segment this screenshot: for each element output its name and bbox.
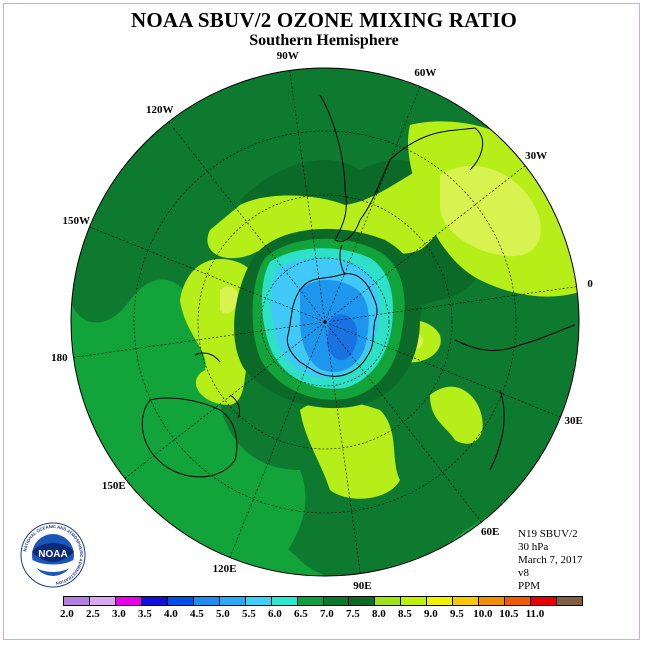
graticule <box>73 70 577 574</box>
longitude-label-30w: 30W <box>525 150 548 162</box>
colorbar-segment <box>323 597 350 605</box>
colorbar-segment <box>219 597 246 605</box>
longitude-label-120e: 120E <box>212 563 237 576</box>
ozone-field <box>71 68 579 576</box>
colorbar-segment <box>349 597 376 605</box>
info-block: N19 SBUV/2 30 hPa March 7, 2017 v8 PPM <box>518 528 582 593</box>
latitude-circle-2 <box>197 194 453 450</box>
colorbar-tick-label: 2.0 <box>60 608 74 620</box>
colorbar-segment <box>89 597 116 605</box>
longitude-label-30e: 30E <box>564 415 583 428</box>
figure-frame <box>3 3 640 640</box>
colorbar-tick-label: 7.0 <box>320 608 334 620</box>
longitude-label-60e: 60E <box>480 526 500 539</box>
longitude-label-180: 180 <box>51 352 68 365</box>
new-zealand-coast <box>194 352 241 419</box>
latitude-circle-3 <box>133 130 517 514</box>
map-subtitle: Southern Hemisphere <box>249 32 399 49</box>
field-8.0-left-small <box>220 286 239 314</box>
colorbar-tick-label: 8.0 <box>372 608 386 620</box>
latitude-circle-1 <box>260 257 390 387</box>
colorbar-tick-label: 7.5 <box>346 608 360 620</box>
longitude-label-0: 0 <box>587 277 593 290</box>
colorbar-tick-label: 4.0 <box>164 608 178 620</box>
colorbar-segment <box>479 597 506 605</box>
info-level: 30 hPa <box>518 541 549 553</box>
info-units: PPM <box>518 580 541 592</box>
noaa-logo: NATIONAL OCEANIC AND ATMOSPHERIC ADMINIS… <box>20 522 86 588</box>
longitude-label-120w: 120W <box>146 103 174 116</box>
colorbar-segment <box>505 597 532 605</box>
colorbar-ticks: 2.0 2.5 3.0 3.5 4.0 4.5 5.0 5.5 6.0 6.5 7.0 7.5 8.0 8… <box>60 607 583 621</box>
colorbar-tick-label: 5.5 <box>242 608 256 620</box>
colorbar-tick-label: 3.5 <box>138 608 152 620</box>
colorbar-tick-label: 8.5 <box>398 608 412 620</box>
coastlines <box>141 94 576 478</box>
longitude-label-150e: 150E <box>101 479 126 492</box>
field-8.0-upper-right <box>440 165 541 257</box>
info-date: March 7, 2017 <box>518 554 583 566</box>
colorbar-segment <box>297 597 324 605</box>
colorbar-segment <box>531 597 558 605</box>
colorbar-tick-label: 2.5 <box>86 608 100 620</box>
field-7.5-ring <box>207 160 451 259</box>
colorbar-segment <box>427 597 454 605</box>
colorbar-segment <box>141 597 168 605</box>
colorbar-tick-label: 5.0 <box>216 608 230 620</box>
colorbar-tick-label: 4.5 <box>190 608 204 620</box>
colorbar-tick-label: 10.0 <box>473 608 493 620</box>
colorbar-tick-label: 3.0 <box>112 608 126 620</box>
africa-coast <box>454 324 576 471</box>
antarctica-coast <box>286 273 378 377</box>
south-america-coast <box>319 94 484 242</box>
field-4.5-inner <box>326 314 358 361</box>
colorbar-tick-label: 6.0 <box>268 608 282 620</box>
colorbar-tick-label: 11.0 <box>525 608 545 620</box>
colorbar-segment <box>245 597 272 605</box>
longitude-label-60w: 60W <box>414 66 437 79</box>
field-7.5-lower-right <box>430 386 483 444</box>
info-version: v8 <box>518 567 529 579</box>
colorbar-segment <box>375 597 402 605</box>
colorbar-segment <box>401 597 428 605</box>
colorbar-segment <box>557 597 583 605</box>
colorbar-segment <box>271 597 298 605</box>
colorbar-segment <box>64 597 90 605</box>
info-satellite: N19 SBUV/2 <box>518 528 578 540</box>
colorbar-tick-label: 9.5 <box>450 608 464 620</box>
field-7.5-lower-middle <box>300 400 400 499</box>
colorbar <box>63 596 583 606</box>
logo-text: NOAA <box>38 549 67 560</box>
colorbar-tick-label: 6.5 <box>294 608 308 620</box>
map-title: NOAA SBUV/2 OZONE MIXING RATIO <box>131 8 517 32</box>
longitude-label-90w: 90W <box>276 49 299 62</box>
longitude-label-150w: 150W <box>62 214 91 227</box>
map-outline <box>70 67 580 577</box>
longitude-label-90e: 90E <box>353 580 372 593</box>
colorbar-segment <box>115 597 142 605</box>
colorbar-segment <box>453 597 480 605</box>
colorbar-segment <box>193 597 220 605</box>
colorbar-tick-label: 9.0 <box>424 608 438 620</box>
colorbar-tick-label: 10.5 <box>499 608 519 620</box>
colorbar-segment <box>167 597 194 605</box>
australia-coast <box>141 397 238 478</box>
